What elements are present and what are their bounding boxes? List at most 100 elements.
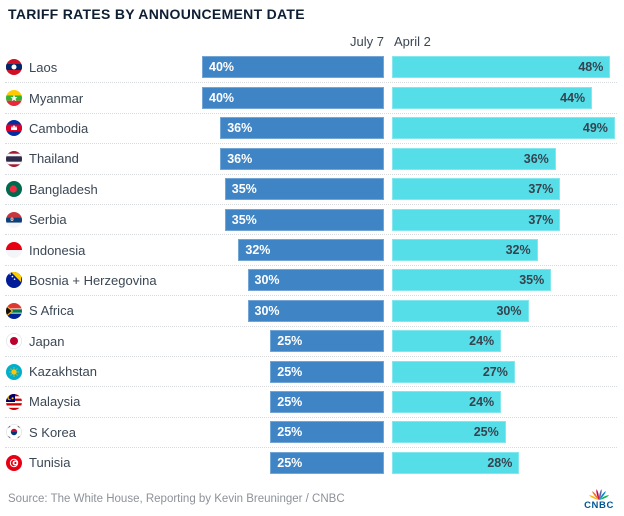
july7-value: 32% (245, 243, 271, 258)
april2-bar: 27% (392, 360, 515, 383)
country-cell: Malaysia (5, 393, 200, 410)
july7-bar: 40% (202, 56, 384, 79)
july7-value: 25% (277, 455, 303, 470)
country-label: S Korea (29, 424, 76, 440)
july7-bar: 36% (220, 117, 384, 140)
country-label: Malaysia (29, 394, 81, 410)
flag-icon-skorea (6, 424, 22, 441)
flag-icon-safrica (6, 302, 22, 319)
table-row: Myanmar 40% 44% (5, 82, 617, 112)
country-label: Cambodia (29, 120, 89, 136)
tariff-bar-chart: July 7 April 2 Laos 40% 48% Myanmar 40% (5, 31, 617, 477)
country-label: Serbia (29, 212, 67, 228)
table-row: Bosnia + Herzegovina 30% 35% (5, 264, 617, 295)
april2-value: 36% (523, 151, 549, 166)
table-row: Cambodia 36% 49% (5, 112, 617, 143)
july7-value: 35% (231, 182, 257, 197)
country-cell: Japan (5, 333, 200, 350)
april2-bar: 48% (392, 56, 611, 79)
chart-rows: Laos 40% 48% Myanmar 40% 44% (5, 52, 617, 477)
april2-value: 48% (578, 60, 604, 75)
july7-value: 40% (209, 91, 235, 106)
cnbc-wordmark: CNBC (584, 500, 614, 511)
table-row: S Korea 25% 25% (5, 416, 617, 447)
july7-bar: 32% (238, 239, 384, 262)
flag-icon-myanmar (6, 90, 22, 107)
country-label: Bangladesh (29, 181, 98, 197)
country-cell: S Korea (5, 424, 200, 441)
july7-value: 25% (277, 364, 303, 379)
cnbc-logo: CNBC (580, 485, 618, 511)
table-row: Thailand 36% 36% (5, 143, 617, 173)
april2-value: 24% (469, 394, 495, 409)
april2-value: 25% (473, 425, 499, 440)
country-cell: Indonesia (5, 242, 200, 259)
table-row: Malaysia 25% 24% (5, 386, 617, 416)
april2-bar: 44% (392, 87, 593, 110)
july7-value: 40% (209, 60, 235, 75)
july7-value: 36% (227, 121, 253, 136)
april2-bar: 32% (392, 239, 538, 262)
july7-bar: 25% (270, 421, 384, 444)
source-text: Source: The White House, Reporting by Ke… (8, 493, 345, 505)
table-row: S Africa 30% 30% (5, 295, 617, 325)
july7-bar: 25% (270, 330, 384, 353)
table-row: Tunisia 25% 28% (5, 447, 617, 477)
cnbc-peacock-icon (588, 489, 610, 500)
country-cell: Laos (5, 59, 200, 76)
july7-value: 30% (254, 273, 280, 288)
column-header-april2: April 2 (394, 33, 431, 49)
column-headers: July 7 April 2 (5, 31, 617, 51)
flag-icon-japan (6, 333, 22, 350)
april2-value: 30% (496, 303, 522, 318)
april2-value: 44% (560, 91, 586, 106)
april2-bar: 28% (392, 451, 520, 474)
country-cell: Kazakhstan (5, 363, 200, 380)
table-row: Laos 40% 48% (5, 52, 617, 82)
country-label: Kazakhstan (29, 364, 97, 380)
july7-value: 35% (231, 212, 257, 227)
country-cell: Bosnia + Herzegovina (5, 272, 200, 289)
flag-icon-kazakhstan (6, 363, 22, 380)
country-cell: Bangladesh (5, 181, 200, 198)
country-label: Tunisia (29, 455, 71, 471)
july7-value: 30% (254, 303, 280, 318)
april2-bar: 24% (392, 390, 502, 413)
april2-bar: 49% (392, 117, 615, 140)
july7-bar: 25% (270, 360, 384, 383)
table-row: Kazakhstan 25% 27% (5, 355, 617, 386)
july7-bar: 25% (270, 390, 384, 413)
flag-icon-malaysia (6, 393, 22, 410)
april2-bar: 37% (392, 208, 561, 231)
july7-bar: 30% (247, 269, 384, 292)
april2-bar: 24% (392, 330, 502, 353)
july7-value: 25% (277, 394, 303, 409)
april2-value: 37% (528, 182, 554, 197)
flag-icon-serbia (6, 211, 22, 228)
july7-bar: 35% (224, 178, 384, 201)
country-cell: S Africa (5, 302, 200, 319)
april2-value: 49% (582, 121, 608, 136)
country-label: Thailand (29, 151, 79, 167)
table-row: Japan 25% 24% (5, 325, 617, 356)
country-cell: Thailand (5, 150, 200, 167)
page-title: TARIFF RATES BY ANNOUNCEMENT DATE (8, 6, 305, 22)
july7-bar: 40% (202, 87, 384, 110)
april2-value: 35% (519, 273, 545, 288)
april2-value: 37% (528, 212, 554, 227)
country-label: Myanmar (29, 90, 84, 106)
country-label: Japan (29, 333, 65, 349)
country-label: Laos (29, 59, 58, 75)
april2-value: 24% (469, 334, 495, 349)
country-cell: Myanmar (5, 90, 200, 107)
country-label: S Africa (29, 303, 74, 319)
april2-bar: 36% (392, 147, 556, 170)
country-label: Indonesia (29, 242, 86, 258)
column-header-july7: July 7 (350, 33, 384, 49)
april2-value: 32% (505, 243, 531, 258)
table-row: Bangladesh 35% 37% (5, 173, 617, 204)
april2-value: 28% (487, 455, 513, 470)
july7-value: 36% (227, 151, 253, 166)
july7-bar: 30% (247, 299, 384, 322)
country-cell: Serbia (5, 211, 200, 228)
